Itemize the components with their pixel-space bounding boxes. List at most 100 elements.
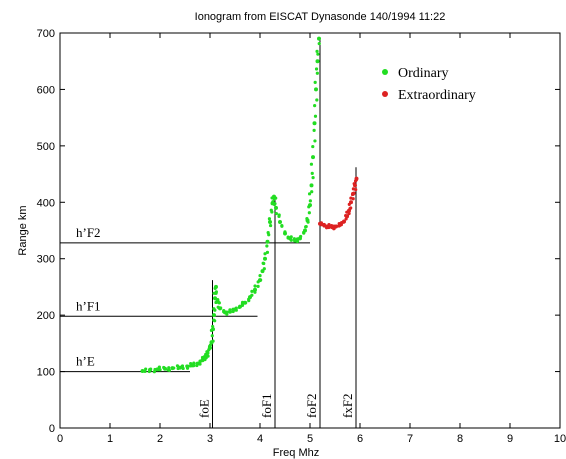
data-point-extraordinary (322, 222, 326, 227)
y-tick-label: 400 (37, 197, 55, 209)
data-point-extraordinary (352, 191, 356, 195)
legend-marker-extraordinary (382, 91, 388, 97)
data-point-extraordinary (334, 224, 338, 228)
data-point-ordinary (295, 239, 300, 243)
data-point-ordinary (315, 59, 320, 64)
data-point-ordinary (178, 365, 182, 370)
y-tick-label: 100 (37, 367, 55, 379)
data-point-ordinary (185, 366, 190, 370)
data-point-ordinary (313, 139, 317, 143)
data-point-ordinary (314, 67, 319, 71)
data-point-ordinary (214, 284, 218, 289)
data-point-extraordinary (332, 227, 336, 231)
data-point-ordinary (268, 220, 272, 225)
y-axis-label: Range km (17, 205, 29, 255)
data-point-extraordinary (354, 187, 358, 192)
data-point-ordinary (271, 200, 275, 204)
data-point-ordinary (272, 202, 276, 207)
height-line-label: h’E (76, 354, 95, 369)
data-point-ordinary (180, 364, 185, 368)
x-tick-label: 1 (107, 433, 113, 445)
data-point-ordinary (256, 284, 260, 288)
data-point-ordinary (274, 196, 278, 200)
data-point-ordinary (311, 144, 315, 149)
data-point-ordinary (277, 214, 281, 219)
data-point-ordinary (244, 301, 248, 305)
data-point-ordinary (211, 339, 215, 343)
data-point-ordinary (198, 362, 202, 366)
x-tick-label: 5 (307, 433, 313, 445)
data-point-ordinary (263, 256, 267, 261)
critical-frequency-label: fxF2 (340, 393, 355, 418)
critical-frequency-label: foE (197, 399, 212, 418)
data-point-ordinary (258, 274, 262, 278)
legend: Ordinary Extraordinary (382, 66, 476, 103)
data-point-ordinary (283, 232, 287, 236)
x-tick-label: 9 (507, 433, 513, 445)
data-point-extraordinary (327, 222, 331, 227)
data-point-ordinary (225, 312, 229, 316)
data-point-ordinary (309, 162, 314, 166)
y-tick-label: 300 (37, 254, 55, 266)
data-point-ordinary (308, 203, 312, 208)
data-point-ordinary (317, 36, 321, 41)
x-tick-label: 8 (457, 433, 463, 445)
data-point-ordinary (315, 49, 319, 53)
data-point-ordinary (310, 171, 314, 175)
critical-frequency-label: foF2 (304, 393, 319, 418)
data-point-ordinary (262, 267, 266, 271)
data-point-ordinary (312, 121, 317, 126)
data-point-ordinary (299, 234, 303, 239)
data-point-extraordinary (347, 211, 351, 216)
data-point-ordinary (211, 327, 215, 332)
data-point-ordinary (304, 225, 308, 229)
x-tick-label: 7 (407, 433, 413, 445)
plot-frame (59, 32, 561, 429)
critical-frequency-label: foF1 (259, 393, 274, 418)
data-point-ordinary (240, 303, 245, 308)
data-point-ordinary (307, 211, 311, 215)
data-point-ordinary (149, 367, 153, 371)
data-point-ordinary (310, 190, 314, 194)
data-point-extraordinary (354, 176, 359, 181)
data-point-ordinary (250, 289, 254, 293)
data-point-ordinary (313, 114, 318, 118)
data-point-ordinary (158, 368, 162, 372)
data-point-extraordinary (319, 221, 323, 225)
data-point-ordinary (316, 52, 320, 56)
x-tick-label: 10 (554, 433, 566, 445)
x-tick-label: 6 (357, 433, 363, 445)
data-point-ordinary (210, 334, 214, 338)
data-point-ordinary (307, 192, 312, 196)
data-point-ordinary (315, 98, 319, 102)
legend-marker-ordinary (382, 69, 388, 75)
data-point-ordinary (313, 80, 317, 84)
data-point-ordinary (266, 231, 270, 235)
data-point-ordinary (274, 211, 278, 216)
data-point-extraordinary (327, 225, 331, 230)
data-point-ordinary (261, 261, 265, 265)
x-tick-label: 0 (57, 433, 63, 445)
data-point-ordinary (228, 310, 232, 314)
data-point-extraordinary (348, 207, 352, 211)
data-point-ordinary (212, 307, 216, 311)
data-point-ordinary (253, 284, 257, 288)
data-point-ordinary (311, 176, 315, 180)
x-tick-label: 4 (257, 433, 263, 445)
data-point-ordinary (213, 291, 218, 295)
data-point-ordinary (280, 224, 284, 228)
data-point-extraordinary (351, 197, 355, 201)
data-point-ordinary (311, 155, 315, 160)
data-point-ordinary (274, 205, 278, 210)
data-point-ordinary (192, 364, 196, 368)
data-point-ordinary (309, 183, 314, 188)
data-point-ordinary (172, 366, 176, 370)
data-point-ordinary (211, 324, 215, 329)
data-point-ordinary (265, 244, 269, 248)
data-point-ordinary (225, 310, 229, 314)
data-point-ordinary (259, 278, 263, 282)
data-point-ordinary (265, 250, 270, 254)
data-point-ordinary (175, 364, 180, 368)
data-point-ordinary (265, 239, 270, 244)
